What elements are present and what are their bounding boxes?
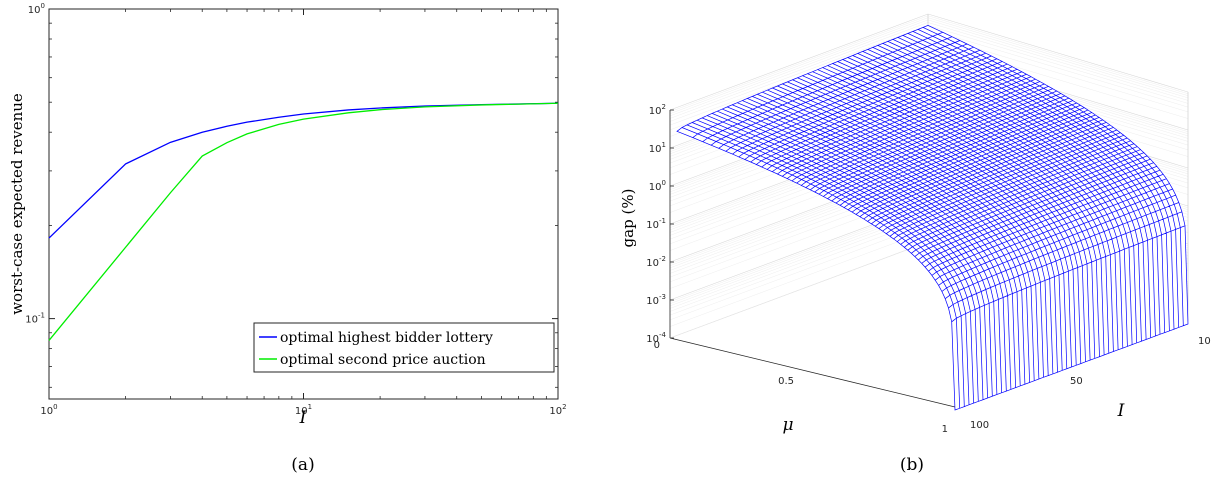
- y-tick-label: 100: [28, 2, 45, 16]
- panel-b-label: (b): [900, 455, 924, 475]
- panel-a-y-axis-label: worst-case expected revenue: [8, 93, 26, 315]
- panel-a-label: (a): [291, 455, 314, 475]
- x-tick-label: 101: [295, 403, 312, 417]
- panel-a-ticks: 100 101 102 10-1 100: [25, 2, 566, 417]
- grid-line: [927, 13, 1189, 93]
- panel-a-x-axis-label: I: [299, 408, 307, 428]
- x-tick-label: 102: [549, 403, 566, 417]
- z-tick-label: 10-3: [646, 293, 666, 307]
- x-tick-label: 100: [40, 403, 57, 417]
- panel-b-surface-mesh: [676, 25, 1189, 411]
- grid-line-minor: [927, 19, 1189, 99]
- legend-label-second-price: optimal second price auction: [280, 352, 486, 368]
- i-tick-label: 10: [1198, 336, 1211, 347]
- panel-a-legend: optimal highest bidder lottery optimal s…: [253, 322, 555, 373]
- panel-a-chart: 100 101 102 10-1 100 I worst-case expected r…: [8, 2, 567, 475]
- y-tick-label: 10-1: [25, 312, 45, 326]
- mu-axis-line: [669, 337, 956, 408]
- grid-line-minor: [669, 17, 929, 114]
- floor-grid: [669, 241, 929, 339]
- grid-line-minor: [669, 25, 929, 122]
- surface-patches: [676, 25, 1189, 411]
- grid-line-minor: [669, 15, 929, 112]
- panel-b-mu-axis-label: μ: [782, 415, 793, 435]
- grid-line-minor: [669, 218, 929, 316]
- mu-tick-label: 0: [654, 340, 660, 351]
- z-tick-label: 10-1: [646, 217, 666, 231]
- panel-b-ticks: 102 101 100 10-1 10-2 10-3 10-40 0.5 1 10 50 100: [646, 103, 1210, 435]
- mu-tick-label: 1: [942, 424, 948, 435]
- z-tick-label: 10-4: [646, 331, 666, 345]
- legend-label-lottery: optimal highest bidder lottery: [280, 330, 493, 346]
- panel-b-z-axis-label: gap (%): [619, 189, 637, 248]
- series-line-0: [48, 102, 559, 239]
- z-tick-label: 10-2: [646, 255, 666, 269]
- z-tick-label: 102: [649, 103, 666, 117]
- z-tick-label: 101: [649, 141, 666, 155]
- grid-line-minor: [927, 17, 1189, 96]
- grid-line: [669, 13, 929, 111]
- grid-line-minor: [669, 19, 929, 117]
- i-tick-label: 50: [1070, 376, 1083, 387]
- panel-a-lines: [48, 102, 559, 341]
- grid-line-minor: [669, 22, 929, 119]
- grid-line-minor: [927, 28, 1189, 108]
- panel-b-surface-chart: 102 101 100 10-1 10-2 10-3 10-40 0.5 1 10 50 100 ga…: [619, 13, 1211, 475]
- grid-line-minor: [927, 15, 1189, 94]
- z-tick-label: 100: [649, 179, 666, 193]
- legend-box: [253, 322, 555, 373]
- panel-b-i-axis-label: I: [1117, 401, 1125, 421]
- grid-line-minor: [927, 22, 1189, 101]
- series-line-1: [48, 102, 559, 341]
- grid-line-minor: [669, 230, 929, 327]
- mu-tick-label: 0.5: [778, 376, 794, 387]
- grid-line-minor: [927, 25, 1189, 104]
- i-tick-label: 100: [970, 420, 989, 431]
- grid-line-minor: [669, 223, 929, 321]
